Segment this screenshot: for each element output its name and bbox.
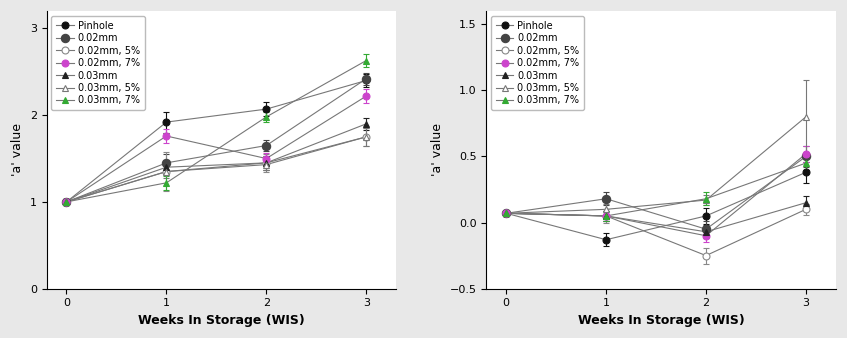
0.02mm, 5% [62, 200, 72, 204]
0.03mm [161, 165, 171, 169]
Line: 0.02mm, 7%: 0.02mm, 7% [63, 93, 369, 206]
0.02mm, 5% [800, 207, 811, 211]
Y-axis label: 'a' value: 'a' value [11, 123, 24, 176]
0.02mm, 5% [501, 211, 512, 215]
Y-axis label: 'a' value: 'a' value [431, 123, 444, 176]
0.03mm, 5% [501, 211, 512, 215]
0.03mm, 7% [261, 115, 271, 119]
0.02mm, 7% [501, 211, 512, 215]
Pinhole [701, 214, 711, 218]
Line: 0.03mm, 7%: 0.03mm, 7% [503, 160, 810, 219]
0.03mm [601, 214, 612, 218]
0.03mm [62, 200, 72, 204]
0.03mm, 5% [361, 135, 371, 139]
0.03mm, 5% [261, 163, 271, 167]
0.03mm, 7% [161, 181, 171, 185]
0.03mm [501, 211, 512, 215]
0.02mm [361, 77, 371, 81]
Line: 0.03mm: 0.03mm [63, 120, 369, 206]
0.02mm, 7% [601, 214, 612, 218]
Line: 0.02mm: 0.02mm [63, 75, 370, 206]
0.03mm [701, 230, 711, 234]
0.02mm [601, 197, 612, 201]
0.03mm, 7% [601, 214, 612, 218]
Line: 0.02mm, 7%: 0.02mm, 7% [503, 150, 810, 239]
Line: 0.03mm: 0.03mm [503, 199, 810, 235]
Pinhole [62, 200, 72, 204]
Line: 0.02mm, 5%: 0.02mm, 5% [503, 206, 810, 259]
Pinhole [501, 211, 512, 215]
0.02mm [701, 227, 711, 231]
Line: 0.03mm, 5%: 0.03mm, 5% [503, 113, 810, 217]
Pinhole [261, 107, 271, 111]
Line: Pinhole: Pinhole [503, 169, 810, 243]
0.02mm, 7% [161, 134, 171, 138]
0.02mm, 5% [361, 135, 371, 139]
0.02mm, 5% [261, 161, 271, 165]
0.03mm, 7% [701, 197, 711, 201]
0.03mm, 7% [361, 58, 371, 63]
0.03mm, 5% [62, 200, 72, 204]
0.02mm [800, 154, 811, 159]
0.03mm [800, 201, 811, 205]
0.02mm, 7% [701, 234, 711, 238]
0.02mm, 5% [601, 214, 612, 218]
0.02mm, 7% [261, 156, 271, 161]
0.02mm, 7% [800, 152, 811, 156]
Pinhole [601, 238, 612, 242]
Pinhole [361, 78, 371, 82]
0.03mm, 5% [800, 115, 811, 119]
0.02mm [501, 211, 512, 215]
0.03mm, 7% [800, 161, 811, 165]
0.03mm, 7% [501, 211, 512, 215]
0.03mm [361, 122, 371, 126]
Line: 0.02mm, 5%: 0.02mm, 5% [63, 134, 369, 206]
0.02mm [261, 144, 271, 148]
0.02mm [62, 200, 72, 204]
Line: 0.02mm: 0.02mm [502, 152, 810, 233]
Legend: Pinhole, 0.02mm, 0.02mm, 5%, 0.02mm, 7%, 0.03mm, 0.03mm, 5%, 0.03mm, 7%: Pinhole, 0.02mm, 0.02mm, 5%, 0.02mm, 7%,… [52, 16, 145, 110]
0.03mm [261, 161, 271, 165]
Line: Pinhole: Pinhole [63, 77, 369, 206]
0.03mm, 5% [701, 198, 711, 202]
X-axis label: Weeks In Storage (WIS): Weeks In Storage (WIS) [578, 314, 745, 327]
Line: 0.03mm, 7%: 0.03mm, 7% [63, 57, 369, 206]
Pinhole [800, 170, 811, 174]
0.02mm, 7% [62, 200, 72, 204]
0.03mm, 5% [601, 207, 612, 211]
0.02mm, 5% [161, 170, 171, 174]
0.02mm, 5% [701, 254, 711, 258]
Legend: Pinhole, 0.02mm, 0.02mm, 5%, 0.02mm, 7%, 0.03mm, 0.03mm, 5%, 0.03mm, 7%: Pinhole, 0.02mm, 0.02mm, 5%, 0.02mm, 7%,… [491, 16, 584, 110]
Line: 0.03mm, 5%: 0.03mm, 5% [63, 134, 369, 206]
0.02mm [161, 161, 171, 165]
Pinhole [161, 120, 171, 124]
0.02mm, 7% [361, 94, 371, 98]
0.03mm, 5% [161, 170, 171, 174]
0.03mm, 7% [62, 200, 72, 204]
X-axis label: Weeks In Storage (WIS): Weeks In Storage (WIS) [138, 314, 305, 327]
